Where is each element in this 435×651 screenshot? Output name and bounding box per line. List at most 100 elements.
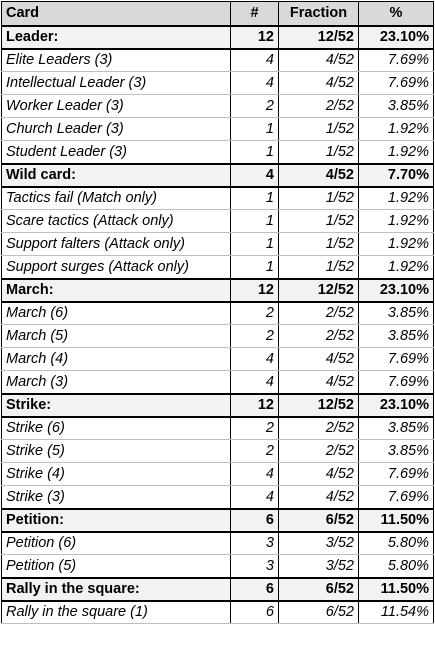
count-cell: 4 (230, 162, 279, 188)
count-cell: 3 (230, 531, 279, 555)
percent-cell: 7.69% (358, 462, 434, 486)
table-row: March (6) 2 2/52 3.85% (1, 301, 434, 325)
fraction-cell: 2/52 (278, 439, 359, 463)
percent-cell: 23.10% (358, 277, 434, 303)
fraction-cell: 1/52 (278, 209, 359, 233)
percent-cell: 7.70% (358, 162, 434, 188)
percent-cell: 7.69% (358, 370, 434, 394)
count-cell: 12 (230, 277, 279, 303)
count-cell: 1 (230, 232, 279, 256)
percent-cell: 1.92% (358, 186, 434, 210)
card-name-cell: Tactics fail (Match only) (1, 186, 231, 210)
fraction-cell: 3/52 (278, 554, 359, 578)
fraction-cell: 2/52 (278, 94, 359, 118)
table-row: Petition (6) 3 3/52 5.80% (1, 531, 434, 555)
fraction-cell: 1/52 (278, 140, 359, 164)
card-name-cell: Strike: (1, 392, 231, 418)
percent-cell: 7.69% (358, 48, 434, 72)
card-name-cell: Scare tactics (Attack only) (1, 209, 231, 233)
fraction-cell: 2/52 (278, 416, 359, 440)
fraction-cell: 1/52 (278, 232, 359, 256)
fraction-cell: 12/52 (278, 24, 359, 50)
card-name-cell: March: (1, 277, 231, 303)
count-cell: 4 (230, 48, 279, 72)
count-cell: 2 (230, 439, 279, 463)
count-cell: 2 (230, 416, 279, 440)
card-name-cell: Rally in the square: (1, 576, 231, 602)
percent-cell: 1.92% (358, 140, 434, 164)
count-cell: 4 (230, 462, 279, 486)
percent-cell: 3.85% (358, 94, 434, 118)
fraction-cell: 6/52 (278, 507, 359, 533)
percent-cell: 7.69% (358, 347, 434, 371)
percent-cell: 1.92% (358, 117, 434, 141)
percent-cell: 3.85% (358, 301, 434, 325)
fraction-cell: 1/52 (278, 186, 359, 210)
percent-cell: 1.92% (358, 255, 434, 279)
card-name-cell: Church Leader (3) (1, 117, 231, 141)
group-row: Strike: 12 12/52 23.10% (1, 392, 434, 418)
card-name-cell: March (6) (1, 301, 231, 325)
table-row: Scare tactics (Attack only) 1 1/52 1.92% (1, 209, 434, 233)
card-name-cell: March (3) (1, 370, 231, 394)
fraction-cell: 6/52 (278, 576, 359, 602)
table-row: March (3) 4 4/52 7.69% (1, 370, 434, 394)
card-name-cell: Leader: (1, 24, 231, 50)
count-cell: 2 (230, 301, 279, 325)
header-percent: % (358, 1, 434, 26)
fraction-cell: 1/52 (278, 255, 359, 279)
count-cell: 1 (230, 117, 279, 141)
card-name-cell: Strike (3) (1, 485, 231, 509)
fraction-cell: 2/52 (278, 301, 359, 325)
count-cell: 6 (230, 576, 279, 602)
fraction-cell: 2/52 (278, 324, 359, 348)
card-name-cell: Petition: (1, 507, 231, 533)
table-row: Support surges (Attack only) 1 1/52 1.92% (1, 255, 434, 279)
count-cell: 4 (230, 370, 279, 394)
percent-cell: 3.85% (358, 439, 434, 463)
table-row: Support falters (Attack only) 1 1/52 1.92% (1, 232, 434, 256)
fraction-cell: 4/52 (278, 485, 359, 509)
percent-cell: 3.85% (358, 416, 434, 440)
percent-cell: 1.92% (358, 232, 434, 256)
table-row: Strike (4) 4 4/52 7.69% (1, 462, 434, 486)
card-name-cell: Student Leader (3) (1, 140, 231, 164)
group-row: Rally in the square: 6 6/52 11.50% (1, 576, 434, 602)
table-row: March (5) 2 2/52 3.85% (1, 324, 434, 348)
group-row: Petition: 6 6/52 11.50% (1, 507, 434, 533)
fraction-cell: 4/52 (278, 347, 359, 371)
header-card: Card (1, 1, 231, 26)
count-cell: 4 (230, 485, 279, 509)
percent-cell: 5.80% (358, 531, 434, 555)
percent-cell: 11.54% (358, 600, 434, 624)
card-name-cell: Support falters (Attack only) (1, 232, 231, 256)
card-name-cell: Worker Leader (3) (1, 94, 231, 118)
card-name-cell: Rally in the square (1) (1, 600, 231, 624)
header-count: # (230, 1, 279, 26)
count-cell: 6 (230, 507, 279, 533)
percent-cell: 1.92% (358, 209, 434, 233)
count-cell: 12 (230, 24, 279, 50)
percent-cell: 7.69% (358, 71, 434, 95)
fraction-cell: 1/52 (278, 117, 359, 141)
percent-cell: 23.10% (358, 392, 434, 418)
table-row: Petition (5) 3 3/52 5.80% (1, 554, 434, 578)
card-name-cell: Intellectual Leader (3) (1, 71, 231, 95)
count-cell: 1 (230, 140, 279, 164)
count-cell: 12 (230, 392, 279, 418)
fraction-cell: 3/52 (278, 531, 359, 555)
fraction-cell: 12/52 (278, 277, 359, 303)
table-row: Church Leader (3) 1 1/52 1.92% (1, 117, 434, 141)
percent-cell: 23.10% (358, 24, 434, 50)
count-cell: 2 (230, 94, 279, 118)
group-row: Leader: 12 12/52 23.10% (1, 24, 434, 50)
percent-cell: 5.80% (358, 554, 434, 578)
table-row: Worker Leader (3) 2 2/52 3.85% (1, 94, 434, 118)
card-name-cell: March (5) (1, 324, 231, 348)
percent-cell: 3.85% (358, 324, 434, 348)
fraction-cell: 4/52 (278, 370, 359, 394)
card-name-cell: Strike (4) (1, 462, 231, 486)
card-name-cell: Wild card: (1, 162, 231, 188)
card-name-cell: Petition (6) (1, 531, 231, 555)
fraction-cell: 4/52 (278, 48, 359, 72)
